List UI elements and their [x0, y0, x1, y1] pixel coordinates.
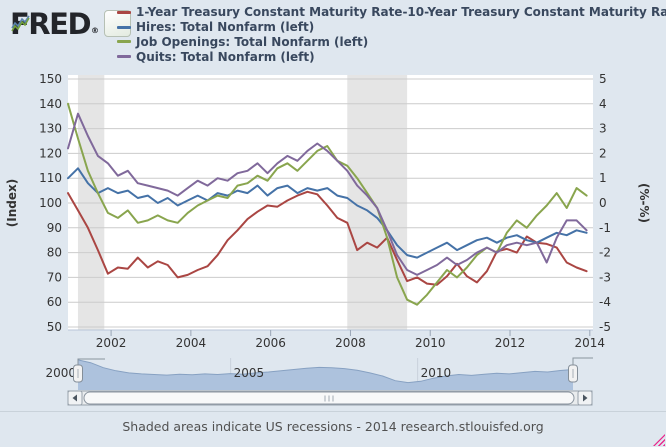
resize-handle-icon[interactable]: [653, 434, 665, 446]
line-chart-icon: [11, 10, 132, 37]
navigator-area-line: [77, 359, 574, 384]
legend-item-2[interactable]: Job Openings: Total Nonfarm (left): [117, 35, 666, 50]
legend-item-3[interactable]: Quits: Total Nonfarm (left): [117, 49, 666, 64]
series-line-2: [67, 102, 588, 306]
legend-item-1[interactable]: Hires: Total Nonfarm (left): [117, 20, 666, 35]
fred-logo[interactable]: FRED ®: [10, 10, 132, 39]
x-axis-tick-label: 2002: [96, 336, 127, 350]
footer-divider: [0, 411, 666, 412]
right-axis-tick-label: -2: [599, 246, 611, 260]
left-axis-tick-label: 120: [39, 146, 62, 160]
x-axis-tick-label: 2014: [575, 336, 606, 350]
right-axis-tick-label: 4: [599, 97, 607, 111]
legend-item-0[interactable]: 1-Year Treasury Constant Maturity Rate-1…: [117, 5, 666, 20]
x-axis-tick-label: 2006: [255, 336, 286, 350]
legend-label: Job Openings: Total Nonfarm (left): [136, 34, 369, 49]
left-axis-tick-label: 100: [39, 196, 62, 210]
left-axis-tick-label: 150: [39, 72, 62, 86]
x-axis-tick-label: 2008: [335, 336, 366, 350]
series-line-1: [67, 167, 588, 259]
x-axis-tick-label: 2012: [495, 336, 526, 350]
legend-label: Quits: Total Nonfarm (left): [136, 49, 315, 64]
legend: 1-Year Treasury Constant Maturity Rate-1…: [117, 5, 666, 67]
navigator: 2000 2005 2010: [45, 357, 593, 406]
left-axis-tick-label: 80: [47, 246, 62, 260]
right-axis-title: (%-%): [637, 183, 651, 223]
navigator-year-label: 2010: [421, 366, 452, 380]
left-axis-title: (Index): [5, 179, 19, 227]
legend-dash-icon: [117, 25, 131, 29]
navigator-year-label: 2005: [234, 366, 265, 380]
right-axis-tick-label: -1: [599, 221, 611, 235]
right-axis-tick-label: 5: [599, 72, 607, 86]
left-axis-tick-label: 60: [47, 295, 62, 309]
left-axis-tick-label: 90: [47, 221, 62, 235]
right-axis-tick-label: 3: [599, 122, 607, 136]
legend-dash-icon: [117, 55, 131, 59]
right-arrow-icon: [583, 394, 588, 402]
left-axis-tick-label: 110: [39, 171, 62, 185]
right-axis-tick-label: 0: [599, 196, 607, 210]
right-axis-tick-label: 2: [599, 146, 607, 160]
navigator-outline-right: [572, 357, 593, 365]
left-axis-tick-label: 140: [39, 97, 62, 111]
legend-label: Hires: Total Nonfarm (left): [136, 20, 315, 35]
left-axis-tick-label: 130: [39, 122, 62, 136]
navigator-year-label: 2000: [45, 366, 76, 380]
left-arrow-icon: [72, 394, 77, 402]
navigator-area[interactable]: [78, 359, 573, 390]
series-line-3: [67, 112, 588, 276]
left-axis-tick-label: 70: [47, 270, 62, 284]
legend-dash-icon: [117, 10, 131, 14]
footer-note: Shaded areas indicate US recessions - 20…: [122, 419, 544, 434]
x-axis-tick-label: 2010: [415, 336, 446, 350]
legend-dash-icon: [117, 40, 131, 44]
navigator-outline-left: [77, 358, 105, 365]
x-axis-tick-label: 2004: [176, 336, 207, 350]
registered-mark: ®: [91, 26, 100, 35]
main-chart: 150 140 130 120 110 100 90 80 70 60 50 5 4 3 2 1 0 -1 -2 -3…: [5, 72, 651, 350]
right-axis-tick-label: 1: [599, 171, 607, 185]
legend-label: 1-Year Treasury Constant Maturity Rate-1…: [136, 5, 666, 20]
left-axis-tick-label: 50: [47, 320, 62, 334]
right-axis-tick-label: -3: [599, 270, 611, 284]
right-axis-tick-label: -4: [599, 295, 611, 309]
right-axis-tick-label: -5: [599, 320, 611, 334]
